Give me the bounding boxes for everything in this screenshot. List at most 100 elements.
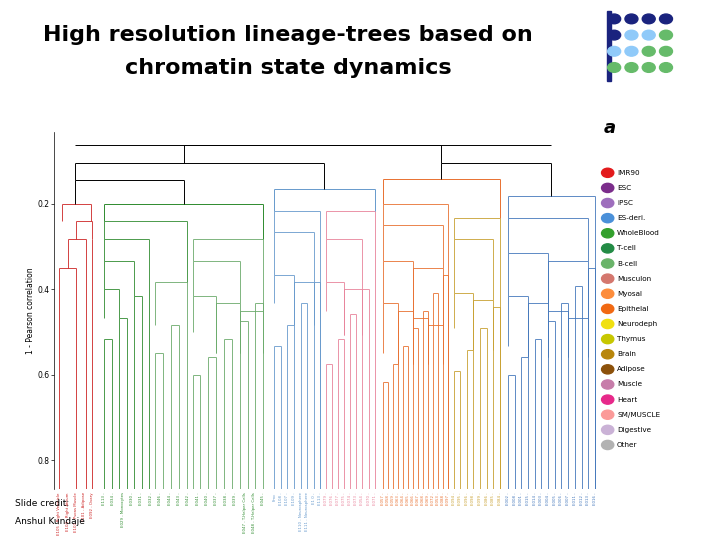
Circle shape xyxy=(608,63,621,72)
Text: E088 -: E088 - xyxy=(441,492,445,505)
Text: Anshul Kundaje: Anshul Kundaje xyxy=(16,517,86,526)
Text: E041 -: E041 - xyxy=(196,492,199,505)
Text: IMR90: IMR90 xyxy=(617,170,639,176)
Text: E096 -: E096 - xyxy=(464,492,469,505)
Text: E113 -: E113 - xyxy=(102,492,106,505)
Text: E108 -: E108 - xyxy=(279,492,283,505)
Text: E040 -: E040 - xyxy=(205,492,209,505)
Text: E047 - T-Helper Cells: E047 - T-Helper Cells xyxy=(243,492,246,533)
Circle shape xyxy=(601,229,613,238)
Text: E029 - Monocytes: E029 - Monocytes xyxy=(121,492,125,527)
Text: E011 -: E011 - xyxy=(573,492,577,505)
Text: Epithelal: Epithelal xyxy=(617,306,649,312)
Text: E079 -: E079 - xyxy=(324,492,328,505)
Text: E016 -: E016 - xyxy=(593,492,597,505)
Text: Neurodeph: Neurodeph xyxy=(617,321,657,327)
Circle shape xyxy=(625,46,638,56)
Text: E067 -: E067 - xyxy=(416,492,420,505)
Text: E068 -: E068 - xyxy=(421,492,425,505)
Text: Muscle: Muscle xyxy=(617,381,642,388)
Text: E007 -: E007 - xyxy=(566,492,570,505)
Text: E111 - Neurosphere: E111 - Neurosphere xyxy=(305,492,309,531)
Circle shape xyxy=(660,63,672,72)
Text: E001 -: E001 - xyxy=(519,492,523,505)
Text: E059 -: E059 - xyxy=(391,492,395,505)
Text: chromatin state dynamics: chromatin state dynamics xyxy=(125,57,451,78)
Y-axis label: 1 - Pearson correlation: 1 - Pearson correlation xyxy=(26,267,35,354)
Text: WholeBlood: WholeBlood xyxy=(617,230,660,237)
Text: E066 -: E066 - xyxy=(411,492,415,505)
Circle shape xyxy=(625,14,638,24)
Text: F101 - Adipose: F101 - Adipose xyxy=(82,492,86,522)
Circle shape xyxy=(601,183,613,192)
Text: E098 -: E098 - xyxy=(472,492,475,505)
Circle shape xyxy=(608,14,621,24)
Text: E097 -: E097 - xyxy=(446,492,450,505)
Text: Brain: Brain xyxy=(617,351,636,357)
Circle shape xyxy=(601,244,613,253)
Text: E037 -: E037 - xyxy=(215,492,218,505)
Text: E013 -: E013 - xyxy=(586,492,590,505)
Text: a: a xyxy=(603,119,616,137)
Text: E107 -: E107 - xyxy=(285,492,289,505)
Text: E014 -: E014 - xyxy=(533,492,536,505)
Text: Other: Other xyxy=(617,442,637,448)
Text: E034 -: E034 - xyxy=(112,492,115,505)
Text: E030 -: E030 - xyxy=(130,492,134,505)
Text: Slide credit:: Slide credit: xyxy=(16,499,70,508)
Circle shape xyxy=(660,14,672,24)
Text: E1 0 -: E1 0 - xyxy=(312,492,316,504)
Text: E073 -: E073 - xyxy=(354,492,359,505)
Text: T-cell: T-cell xyxy=(617,245,636,252)
Text: E072 -: E072 - xyxy=(431,492,435,505)
Circle shape xyxy=(601,319,613,328)
Circle shape xyxy=(601,259,613,268)
Text: E006 -: E006 - xyxy=(559,492,564,505)
Text: E069 -: E069 - xyxy=(426,492,430,505)
Text: SM/MUSCLE: SM/MUSCLE xyxy=(617,411,660,418)
Text: ES-deri.: ES-deri. xyxy=(617,215,645,221)
Text: E086 -: E086 - xyxy=(485,492,489,505)
Circle shape xyxy=(601,304,613,313)
Text: E038 -: E038 - xyxy=(224,492,228,505)
Circle shape xyxy=(601,380,613,389)
Text: E075 -: E075 - xyxy=(342,492,346,505)
Text: B-cell: B-cell xyxy=(617,260,637,267)
Text: iPSC: iPSC xyxy=(617,200,633,206)
Circle shape xyxy=(601,410,613,419)
Text: E031 -: E031 - xyxy=(140,492,143,505)
Text: E039 -: E039 - xyxy=(233,492,237,505)
Circle shape xyxy=(601,426,613,434)
Text: E070 -: E070 - xyxy=(366,492,371,505)
Text: E092 - Ovary: E092 - Ovary xyxy=(90,492,94,518)
Circle shape xyxy=(601,199,613,207)
Text: Digestive: Digestive xyxy=(617,427,651,433)
Circle shape xyxy=(660,30,672,40)
Circle shape xyxy=(642,63,655,72)
Circle shape xyxy=(642,30,655,40)
Text: E046 -: E046 - xyxy=(158,492,162,505)
Text: E110 - Neurosphere: E110 - Neurosphere xyxy=(299,492,302,531)
Circle shape xyxy=(625,30,638,40)
Circle shape xyxy=(608,30,621,40)
Circle shape xyxy=(608,46,621,56)
Text: E057 -: E057 - xyxy=(381,492,385,505)
Text: E045 -: E045 - xyxy=(261,492,265,505)
Text: E015 -: E015 - xyxy=(526,492,530,505)
Text: E048 - T-Helper Cells: E048 - T-Helper Cells xyxy=(252,492,256,533)
Text: E099 -: E099 - xyxy=(478,492,482,505)
Circle shape xyxy=(601,440,613,449)
Text: E032 -: E032 - xyxy=(149,492,153,505)
Text: E065 -: E065 - xyxy=(406,492,410,505)
Circle shape xyxy=(601,289,613,298)
Circle shape xyxy=(660,46,672,56)
Text: E012 -: E012 - xyxy=(580,492,583,505)
Circle shape xyxy=(625,63,638,72)
Text: E100 - Psoas Muscle: E100 - Psoas Muscle xyxy=(73,492,78,532)
Text: E113 -: E113 - xyxy=(318,492,323,505)
Circle shape xyxy=(601,395,613,404)
Text: ESC: ESC xyxy=(617,185,631,191)
Text: E044 -: E044 - xyxy=(168,492,171,505)
Circle shape xyxy=(601,213,613,222)
Circle shape xyxy=(601,350,613,359)
